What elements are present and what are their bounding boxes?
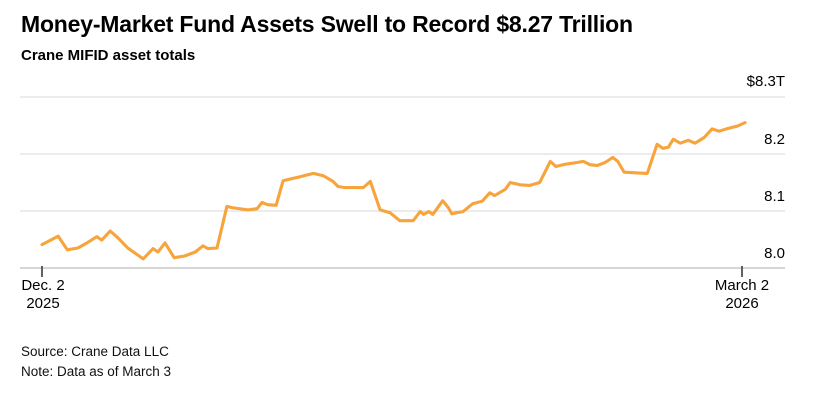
- y-tick-label-8-2: 8.2: [764, 131, 785, 148]
- chart-subtitle: Crane MIFID asset totals: [21, 47, 196, 64]
- x-tick-year: 2026: [725, 295, 759, 312]
- x-tick-date: Dec. 2: [21, 277, 65, 294]
- chart-title: Money-Market Fund Assets Swell to Record…: [21, 11, 633, 37]
- x-tick-year: 2025: [26, 295, 60, 312]
- y-tick-label-8-0: 8.0: [764, 245, 785, 262]
- x-tick-label-dec2: Dec. 2 2025: [0, 277, 113, 313]
- source-note: Source: Crane Data LLC: [21, 344, 169, 359]
- chart-footer: Source: Crane Data LLC Note: Data as of …: [21, 342, 171, 382]
- x-tick-date: March 2: [714, 277, 770, 294]
- data-note: Note: Data as of March 3: [21, 364, 172, 379]
- y-tick-label-8-1: 8.1: [764, 188, 785, 205]
- asset-total-line: [40, 121, 747, 261]
- y-tick-label-8-3: $8.3T: [746, 73, 785, 90]
- x-tick-label-mar2: March 2 2026: [672, 277, 812, 313]
